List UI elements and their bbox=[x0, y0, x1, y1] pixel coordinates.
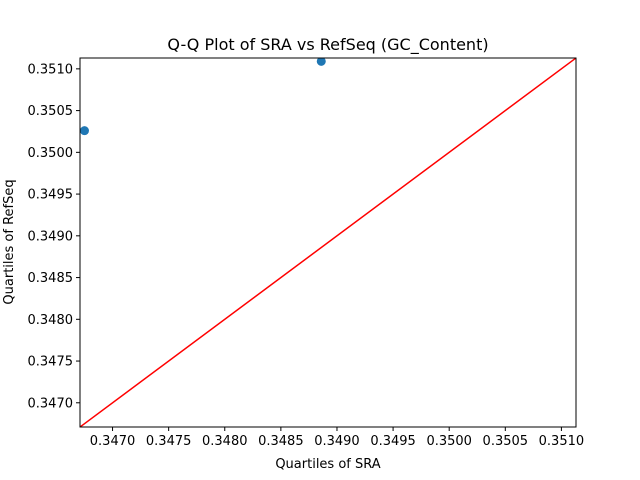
y-tick-label: 0.3495 bbox=[28, 188, 74, 203]
data-point bbox=[316, 58, 326, 66]
y-axis: 0.3470 0.3475 0.3480 0.3485 0.3490 0.3495 0.35… bbox=[28, 62, 80, 411]
y-tick-label: 0.3505 bbox=[28, 104, 74, 119]
y-tick-label: 0.3480 bbox=[28, 313, 74, 328]
y-tick-label: 0.3510 bbox=[28, 62, 74, 77]
reference-line bbox=[80, 58, 576, 427]
x-tick-label: 0.3475 bbox=[146, 434, 192, 449]
y-tick-label: 0.3470 bbox=[28, 396, 74, 411]
x-tick-label: 0.3495 bbox=[370, 434, 416, 449]
x-tick-label: 0.3470 bbox=[90, 434, 136, 449]
y-tick-label: 0.3475 bbox=[28, 355, 74, 370]
plot-frame bbox=[79, 57, 577, 428]
data-point bbox=[80, 126, 89, 136]
x-tick-label: 0.3490 bbox=[314, 434, 360, 449]
x-tick-label: 0.3505 bbox=[483, 434, 529, 449]
y-tick-label: 0.3485 bbox=[28, 271, 74, 286]
plot-area bbox=[79, 57, 577, 428]
x-axis-label: Quartiles of SRA bbox=[275, 457, 380, 472]
y-tick-label: 0.3490 bbox=[28, 229, 74, 244]
x-tick-label: 0.3510 bbox=[539, 434, 585, 449]
x-tick-label: 0.3480 bbox=[202, 434, 248, 449]
x-tick-label: 0.3485 bbox=[258, 434, 304, 449]
chart-title: Q-Q Plot of SRA vs RefSeq (GC_Content) bbox=[167, 35, 488, 55]
y-tick-label: 0.3500 bbox=[28, 146, 74, 161]
y-axis-label: Quartiles of RefSeq bbox=[2, 179, 17, 304]
x-tick-label: 0.3500 bbox=[426, 434, 472, 449]
x-axis: 0.3470 0.3475 0.3480 0.3485 0.3490 0.3495 0.35… bbox=[90, 427, 584, 449]
